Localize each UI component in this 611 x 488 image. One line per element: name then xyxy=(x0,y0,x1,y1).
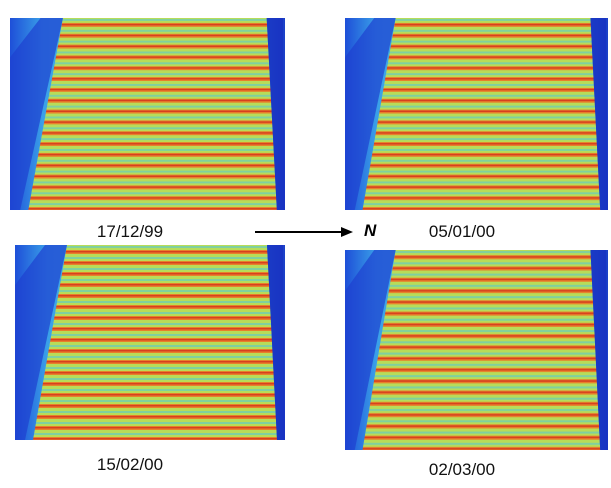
panel-date: 05/01/00 xyxy=(428,222,496,241)
panel-image xyxy=(345,18,608,210)
panel-image xyxy=(345,250,608,450)
panel-date: 15/02/00 xyxy=(96,455,164,474)
north-label: N xyxy=(364,221,377,240)
panel-date: 02/03/00 xyxy=(428,460,496,479)
panel-date: 17/12/99 xyxy=(96,222,164,241)
panel-image xyxy=(10,18,285,210)
north-arrow xyxy=(255,227,353,237)
panel-image xyxy=(15,245,285,440)
